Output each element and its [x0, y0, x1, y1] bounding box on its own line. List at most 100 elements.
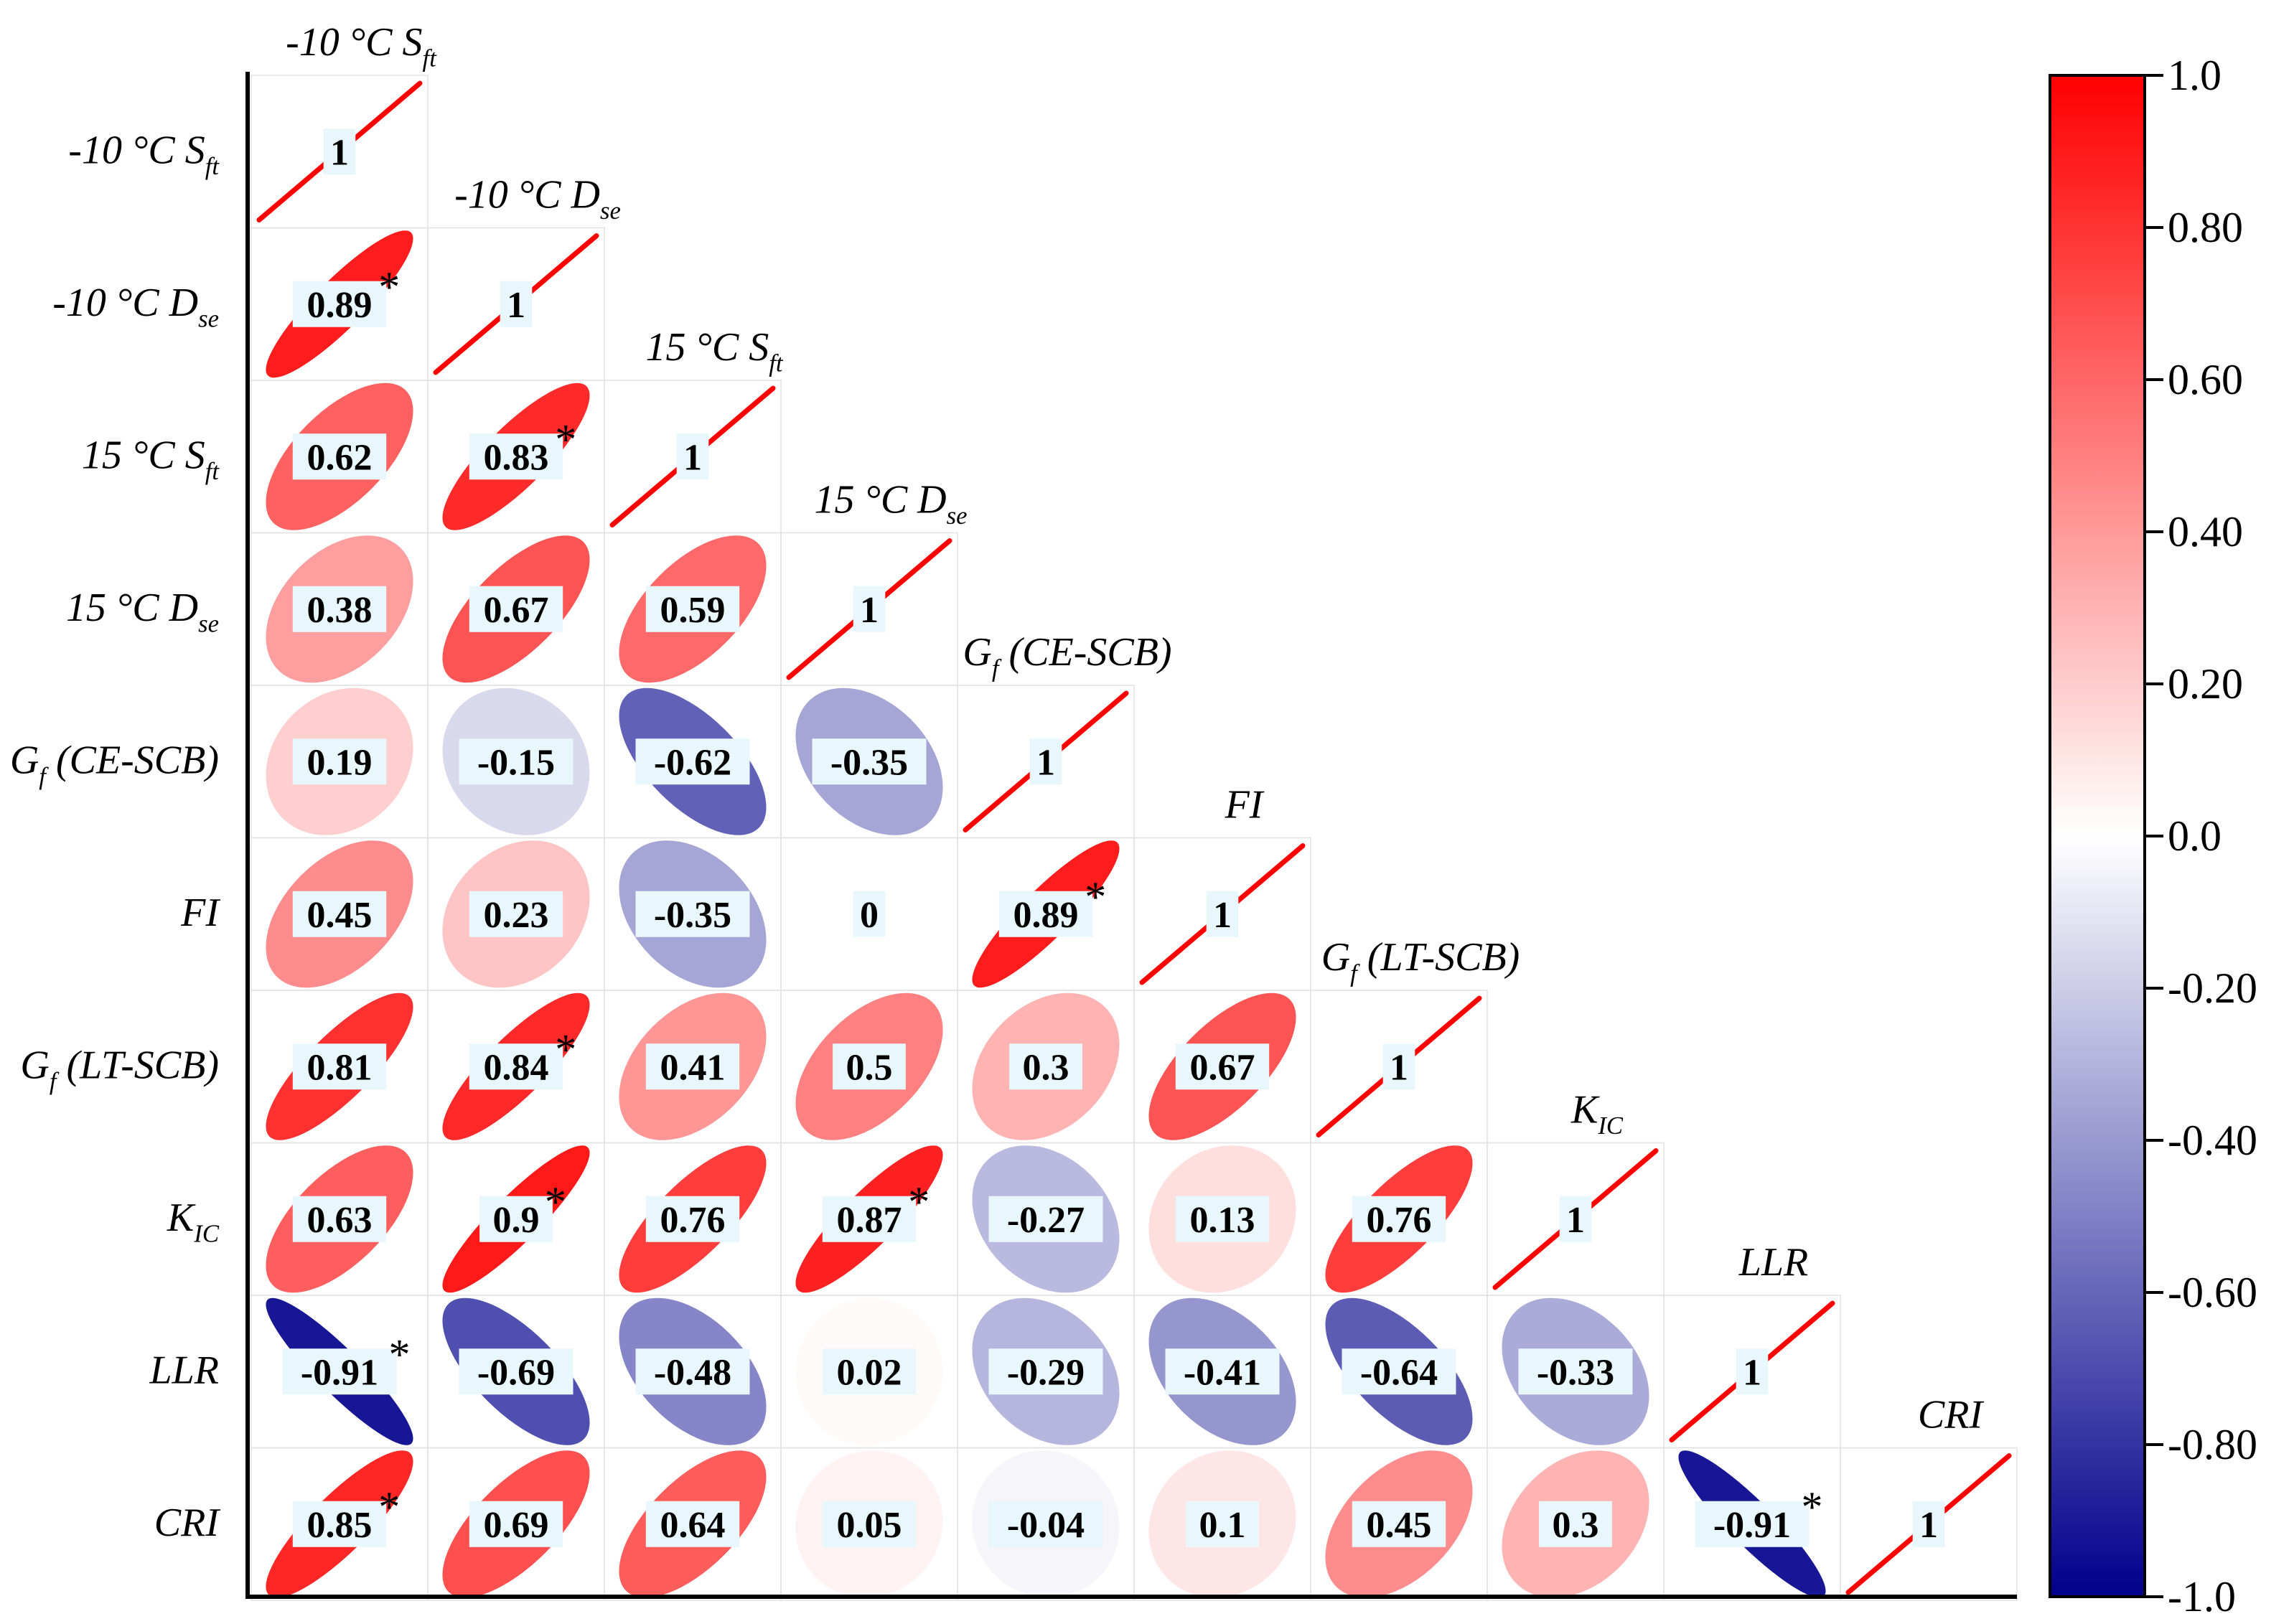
- correlation-value: 0.05: [837, 1505, 902, 1546]
- value-label-bg: [988, 1196, 1103, 1242]
- correlation-value: 0.1: [1199, 1505, 1246, 1546]
- colorbar-tick-label: -0.60: [2168, 1269, 2257, 1316]
- correlation-value: -0.41: [1184, 1352, 1261, 1393]
- colorbar-tick-label: 0.0: [2168, 812, 2222, 860]
- value-label-bg: [469, 1043, 563, 1090]
- colorbar-tick-label: 0.60: [2168, 356, 2243, 403]
- value-label-bg: [323, 128, 356, 175]
- column-label: LLR: [1738, 1240, 1809, 1285]
- correlation-value: -0.91: [301, 1352, 378, 1393]
- value-label-bg: [1175, 1196, 1270, 1242]
- correlation-value: -0.69: [477, 1352, 555, 1393]
- value-label-bg: [459, 738, 574, 785]
- correlation-value: -0.04: [1007, 1505, 1085, 1546]
- column-label: -10 °C Sft: [286, 20, 437, 72]
- value-label-bg: [1175, 1043, 1270, 1090]
- value-label-bg: [469, 433, 563, 480]
- correlation-value: 1: [1390, 1047, 1408, 1088]
- correlation-value: 0.89: [307, 285, 373, 326]
- value-label-bg: [645, 586, 740, 632]
- value-label-bg: [500, 281, 533, 327]
- column-label: 15 °C Sft: [645, 325, 783, 377]
- correlation-value: 0.83: [484, 437, 549, 478]
- correlation-value: 1: [1036, 742, 1055, 783]
- value-label-bg: [292, 1501, 387, 1547]
- colorbar-tick-label: 1.0: [2168, 52, 2222, 99]
- correlation-value: 1: [1213, 895, 1232, 936]
- value-label-bg: [1029, 738, 1062, 785]
- column-label: Gf (CE-SCB): [963, 630, 1171, 682]
- colorbar-tick-label: -0.80: [2168, 1421, 2257, 1468]
- value-label-bg: [469, 891, 563, 937]
- value-label-bg: [1695, 1501, 1810, 1547]
- value-label-bg: [988, 1348, 1103, 1395]
- value-label-bg: [469, 586, 563, 632]
- value-label-bg: [635, 738, 750, 785]
- value-label-bg: [1559, 1196, 1592, 1242]
- colorbar-tick-label: -0.40: [2168, 1117, 2257, 1164]
- value-label-bg: [1186, 1501, 1259, 1547]
- significance-star: *: [1085, 873, 1106, 921]
- correlation-value: 0.63: [307, 1200, 373, 1241]
- correlation-value: 0: [860, 895, 879, 936]
- grid-cell: [1840, 1447, 2018, 1601]
- row-label: -10 °C Sft: [68, 128, 220, 180]
- value-label-bg: [292, 433, 387, 480]
- value-label-bg: [292, 1196, 387, 1242]
- value-label-bg: [635, 891, 750, 937]
- correlation-value: -0.48: [654, 1352, 731, 1393]
- correlation-value: 1: [507, 285, 525, 326]
- correlation-value: 0.76: [1367, 1200, 1432, 1241]
- correlation-value: 0.59: [660, 590, 726, 631]
- value-label-bg: [1736, 1348, 1769, 1395]
- correlation-value: -0.35: [654, 895, 731, 936]
- correlation-value: 0.19: [307, 742, 373, 783]
- value-label-bg: [459, 1348, 574, 1395]
- value-label-bg: [1912, 1501, 1945, 1547]
- value-label-bg: [822, 1196, 917, 1242]
- correlation-value: -0.15: [477, 742, 555, 783]
- correlation-value: -0.27: [1007, 1200, 1085, 1241]
- significance-star: *: [378, 1483, 400, 1531]
- significance-star: *: [545, 1178, 566, 1226]
- significance-star: *: [555, 1025, 576, 1073]
- value-label-bg: [645, 1501, 740, 1547]
- column-label: KIC: [1570, 1088, 1624, 1140]
- significance-star: *: [378, 263, 400, 311]
- correlation-value: 0.87: [837, 1200, 902, 1241]
- column-label: FI: [1225, 783, 1265, 827]
- value-label-bg: [822, 1348, 917, 1395]
- correlation-value: 1: [1743, 1352, 1761, 1393]
- correlation-value: -0.91: [1713, 1505, 1791, 1546]
- value-label-bg: [292, 738, 387, 785]
- value-label-bg: [676, 433, 709, 480]
- row-label: CRI: [154, 1501, 221, 1545]
- row-label: 15 °C Sft: [82, 433, 220, 485]
- value-label-bg: [635, 1348, 750, 1395]
- column-label: -10 °C Dse: [454, 173, 621, 225]
- correlation-value: 0.23: [484, 895, 549, 936]
- correlation-value: 0.85: [307, 1505, 373, 1546]
- correlation-value: -0.62: [654, 742, 731, 783]
- row-label: KIC: [167, 1196, 220, 1248]
- value-label-bg: [1352, 1501, 1446, 1547]
- correlation-value: 0.67: [484, 590, 549, 631]
- value-label-bg: [1165, 1348, 1280, 1395]
- value-label-bg: [853, 586, 886, 632]
- row-label: LLR: [149, 1348, 220, 1392]
- correlation-value: 0.76: [660, 1200, 726, 1241]
- correlation-value: 0.02: [837, 1352, 902, 1393]
- correlation-value: 0.84: [484, 1047, 549, 1088]
- row-label: -10 °C Dse: [52, 281, 219, 333]
- value-label-bg: [812, 738, 927, 785]
- correlation-value: 0.89: [1013, 895, 1079, 936]
- correlation-values: 10.89 * 10.62 0.83 * 10.38 0.67 0.59 10.19 -0.15-…: [282, 128, 1945, 1547]
- value-label-bg: [645, 1196, 740, 1242]
- value-label-bg: [1009, 1043, 1082, 1090]
- row-label: FI: [180, 891, 220, 935]
- row-label: Gf (LT-SCB): [20, 1043, 219, 1095]
- value-label-bg: [822, 1501, 917, 1547]
- significance-star: *: [908, 1178, 930, 1226]
- row-label: 15 °C Dse: [66, 586, 219, 638]
